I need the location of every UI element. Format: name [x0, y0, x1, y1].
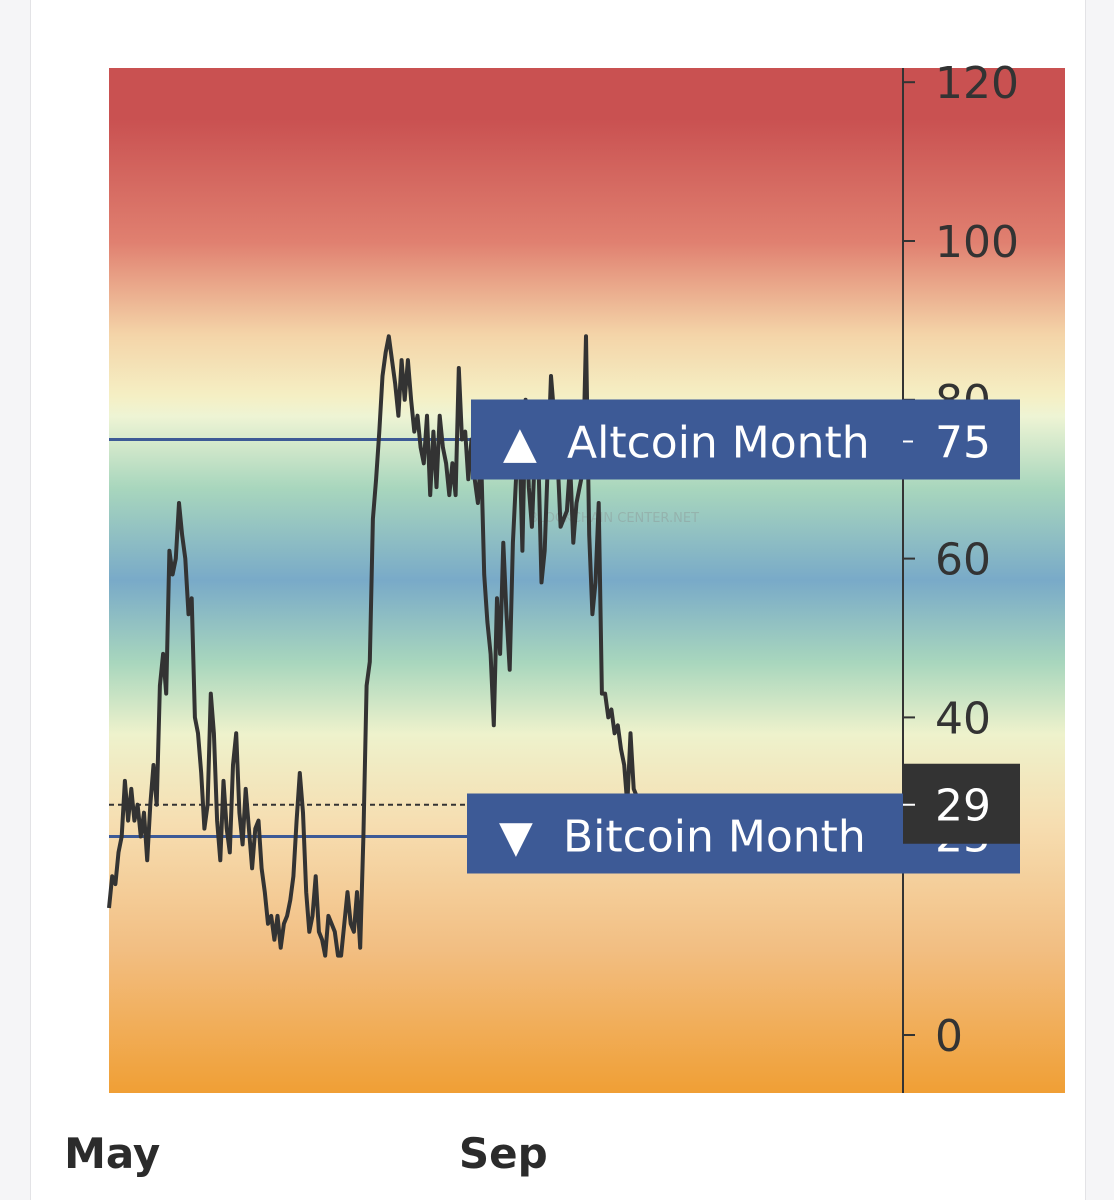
x-tick-label-sep: Sep: [459, 1129, 548, 1178]
threshold-box-75: [471, 399, 1020, 480]
y-tick-label-0: 0: [935, 1011, 963, 1062]
threshold-name-25: Bitcoin Month: [563, 812, 866, 863]
threshold-name-75: Altcoin Month: [567, 418, 870, 469]
x-tick-label-may: May: [64, 1129, 160, 1178]
altcoin-season-chart: BLOCKCHAIN CENTER.NET 0406080100120 ▲Alt…: [64, 58, 1065, 1200]
y-tick-label-100: 100: [935, 217, 1019, 268]
threshold-marker-75: ▲: [503, 418, 537, 469]
chart-card: BLOCKCHAIN CENTER.NET 0406080100120 ▲Alt…: [30, 0, 1086, 1200]
y-tick-label-60: 60: [935, 535, 991, 586]
x-axis-strip: [109, 1093, 1065, 1200]
y-tick-label-120: 120: [935, 58, 1019, 109]
current-value-box: [903, 763, 1020, 844]
index-series-line: [107, 334, 641, 958]
y-tick-label-40: 40: [935, 693, 991, 744]
current-value-label: 29: [935, 781, 991, 832]
watermark-text: BLOCKCHAIN CENTER.NET: [529, 511, 699, 526]
threshold-value-75: 75: [935, 418, 991, 469]
plot-background: [109, 68, 1065, 1093]
threshold-marker-25: ▼: [499, 812, 533, 863]
